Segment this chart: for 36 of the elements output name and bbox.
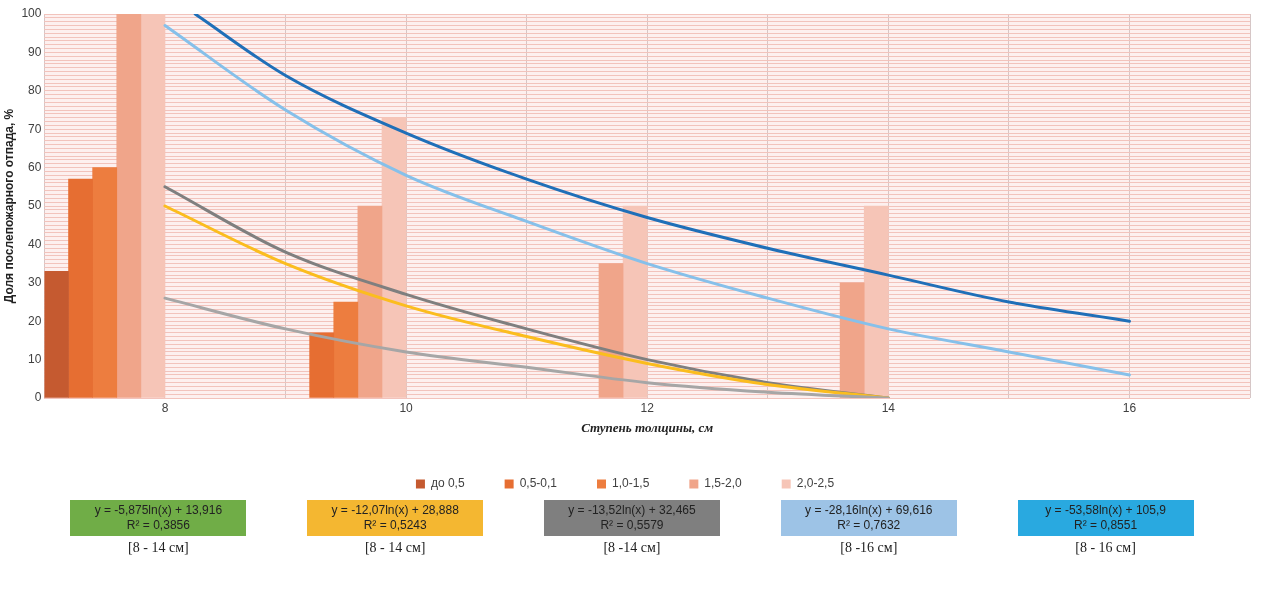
y-axis-title: Доля послепожарного отпада, % (1, 108, 16, 304)
legend-label: 1,0-1,5 (611, 476, 650, 491)
legend-label: 1,5-2,0 (704, 476, 743, 491)
legend-label: 2,0-2,5 (796, 476, 835, 491)
y-tick-label: 20 (28, 313, 42, 328)
text: [8 - 14 см] (364, 540, 426, 556)
x-axis-title: Ступень толщины, см (581, 419, 714, 435)
legend-label: 0,5-0,1 (519, 476, 558, 491)
x-tick-label: 8 (161, 400, 169, 415)
text: [8 -16 см] (840, 540, 898, 556)
line-series (163, 296, 890, 398)
text: y = -12,07ln(x) + 28,888 R² = 0,5243 (307, 500, 484, 536)
y-tick-label: 90 (28, 44, 42, 59)
line-series (193, 14, 1131, 323)
y-tick-label: 60 (28, 159, 42, 174)
y-tick-label: 40 (28, 236, 42, 251)
text: y = -5,875ln(x) + 13,916 R² = 0,3856 (70, 500, 247, 536)
x-tick-label: 12 (640, 400, 655, 415)
y-tick-label: 80 (28, 83, 42, 98)
text: y = -28,16ln(x) + 69,616 R² = 0,7632 (780, 500, 957, 536)
text: [8 - 14 см] (128, 540, 189, 556)
x-tick-label: 16 (1122, 400, 1137, 415)
y-tick-label: 30 (28, 275, 42, 290)
x-tick-label: 14 (881, 400, 896, 415)
text: y = -13,52ln(x) + 32,465 R² = 0,5579 (543, 500, 720, 536)
text: [8 -14 см] (603, 540, 661, 556)
line-series (163, 24, 1131, 377)
text: y = -53,58ln(x) + 105,9 R² = 0,8551 (1017, 500, 1194, 536)
y-tick-label: 100 (21, 6, 42, 21)
text: [8 - 16 см] (1075, 540, 1136, 556)
x-tick-label: 10 (399, 400, 414, 415)
y-tick-label: 10 (28, 351, 42, 366)
y-tick-label: 70 (28, 121, 42, 136)
legend-label: до 0,5 (430, 476, 465, 491)
y-tick-label: 50 (28, 198, 42, 213)
y-tick-label: 0 (34, 390, 42, 405)
